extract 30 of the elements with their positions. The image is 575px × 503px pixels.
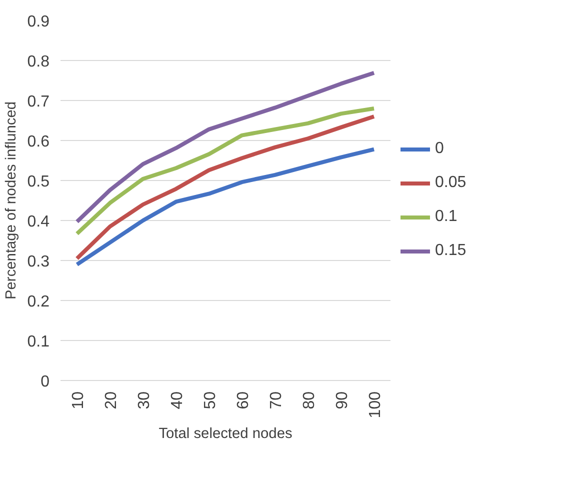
y-tick-label: 0.3 xyxy=(27,254,50,270)
y-tick-label: 0.2 xyxy=(27,294,50,310)
legend-label: 0 xyxy=(435,140,445,158)
y-tick-label: 0.8 xyxy=(27,54,50,70)
x-tick-label: 90 xyxy=(334,391,351,410)
line-series xyxy=(75,147,376,266)
x-tick-label: 80 xyxy=(301,391,318,410)
legend-label: 0.05 xyxy=(435,174,466,192)
x-tick-label: 10 xyxy=(70,391,87,410)
x-tick-label: 100 xyxy=(367,391,384,418)
x-tick-label: 60 xyxy=(235,391,252,410)
line-series xyxy=(75,114,376,260)
y-tick-label: 0.6 xyxy=(27,134,50,150)
x-axis-title: Total selected nodes xyxy=(158,426,292,442)
y-tick-label: 0.1 xyxy=(27,334,50,350)
x-tick-label: 70 xyxy=(268,391,285,410)
line-series xyxy=(75,70,376,224)
legend-label: 0.15 xyxy=(435,242,466,260)
y-tick-label: 0 xyxy=(40,374,50,390)
legend-label: 0.1 xyxy=(435,208,458,226)
x-tick-label: 20 xyxy=(103,391,120,410)
x-tick-label: 40 xyxy=(169,391,186,410)
y-tick-label: 0.5 xyxy=(27,174,50,190)
y-tick-label: 0.4 xyxy=(27,214,50,230)
y-tick-label: 0.7 xyxy=(27,94,50,110)
y-axis-title: Percentage of nodes influnced xyxy=(3,101,20,300)
line-series xyxy=(75,106,376,236)
x-tick-label: 30 xyxy=(136,391,153,410)
x-tick-label: 50 xyxy=(202,391,219,410)
y-tick-label: 0.9 xyxy=(27,14,50,30)
